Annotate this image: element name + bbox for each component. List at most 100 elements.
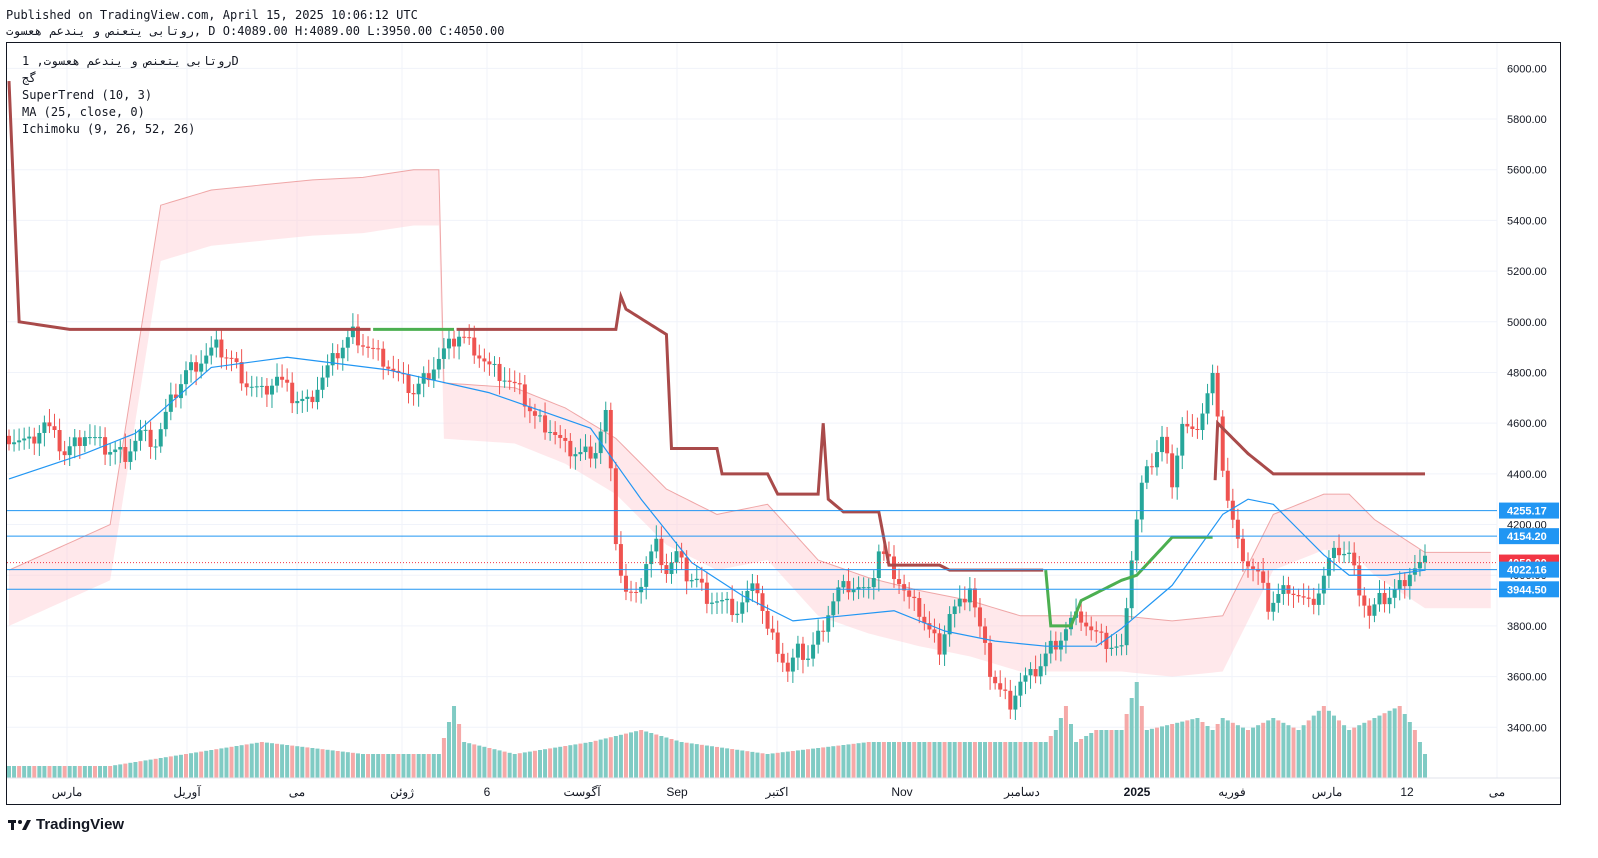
volume-bar	[517, 753, 522, 778]
volume-bar	[1423, 754, 1427, 778]
volume-bar	[1089, 733, 1094, 778]
chart-pane[interactable]: 3400.003600.003800.004000.004200.004400.…	[7, 43, 1560, 804]
candle-body	[861, 587, 866, 589]
candle-body	[1160, 436, 1165, 453]
volume-bar	[330, 750, 335, 778]
volume-bar	[168, 756, 173, 778]
price-axis[interactable]: 3400.003600.003800.004000.004200.004400.…	[1499, 63, 1559, 734]
volume-bar	[290, 745, 295, 778]
volume-bar	[416, 754, 421, 778]
candle-body	[98, 437, 103, 439]
volume-bar	[27, 766, 32, 778]
x-tick-label: فوریه	[1218, 785, 1246, 799]
candle-body	[113, 449, 118, 453]
candle-body	[1109, 647, 1114, 649]
candle-body	[897, 579, 902, 585]
volume-bar	[988, 742, 993, 778]
volume-bar	[846, 744, 851, 778]
legend-symbol[interactable]: روتابی یتعنص و یندعم هعسوت, 1D	[22, 54, 239, 68]
volume-bar	[588, 742, 593, 778]
volume-bar	[532, 750, 537, 778]
candle-body	[452, 338, 457, 347]
volume-bar	[917, 742, 922, 778]
candle-body	[907, 590, 912, 597]
volume-bar	[295, 746, 300, 778]
candle-body	[108, 452, 113, 455]
volume-bar	[335, 751, 340, 778]
candle-body	[391, 368, 396, 371]
candle-body	[1094, 630, 1099, 632]
volume-bar	[780, 752, 785, 778]
volume-bar	[1291, 727, 1296, 778]
candle-body	[1423, 555, 1427, 563]
candle-body	[972, 588, 977, 608]
horizontal-lines[interactable]	[7, 510, 1497, 590]
volume-bar	[927, 742, 932, 778]
volume-bar	[1392, 708, 1397, 778]
candle-body	[654, 538, 659, 552]
candle-body	[1311, 598, 1316, 605]
volume-bar	[1412, 730, 1417, 778]
candle-body	[902, 584, 907, 591]
candle-body	[1124, 608, 1129, 646]
volume-bar	[1240, 727, 1245, 778]
candle-body	[1023, 675, 1028, 682]
candle-body	[1003, 689, 1008, 691]
candle-body	[634, 591, 639, 593]
volume-bar	[1230, 722, 1235, 778]
volume-bar	[952, 742, 957, 778]
volume-bar	[811, 748, 816, 778]
candle-body	[1053, 640, 1058, 650]
candle-body	[603, 409, 608, 432]
volume-bar	[7, 766, 11, 778]
candle-body	[1316, 593, 1321, 605]
candle-body	[1225, 470, 1230, 501]
legend-ichimoku[interactable]: Ichimoku (9, 26, 52, 26)	[22, 122, 196, 136]
volume-bar	[1296, 730, 1301, 778]
chart-frame[interactable]: 3400.003600.003800.004000.004200.004400.…	[6, 42, 1561, 805]
volume-bar	[67, 766, 72, 778]
volume-bar	[654, 734, 659, 778]
candle-body	[204, 355, 209, 364]
candle-body	[163, 411, 168, 430]
legend-supertrend[interactable]: SuperTrend (10, 3)	[22, 88, 153, 102]
price-tag-bg	[1499, 502, 1559, 519]
time-axis[interactable]: مارس آوریل می ژوئن 6 آگوست Sep اکتبر Nov دسامبر 20…	[7, 777, 1560, 799]
volume-bar	[613, 736, 618, 778]
candle-body	[1048, 640, 1053, 654]
candle-body	[300, 398, 305, 402]
legend-ma[interactable]: MA (25, close, 0)	[22, 105, 145, 119]
candle-body	[310, 396, 315, 403]
candle-body	[912, 596, 917, 599]
candle-body	[1175, 455, 1180, 488]
volume-bar	[163, 757, 168, 778]
volume-bar	[1063, 706, 1068, 778]
candle-body	[320, 377, 325, 390]
candle-body	[988, 642, 993, 677]
candle-body	[189, 362, 194, 371]
volume-bar	[851, 743, 856, 778]
volume-bar	[998, 742, 1003, 778]
candle-body	[406, 374, 411, 394]
volume-bar	[244, 744, 249, 778]
volume-bar	[17, 766, 22, 778]
volume-bar	[972, 742, 977, 778]
volume-bar	[765, 754, 770, 778]
volume-bar	[760, 753, 765, 778]
candle-body	[305, 396, 310, 399]
volume-bar	[730, 749, 735, 778]
candle-body	[12, 442, 17, 445]
candle-body	[816, 630, 821, 645]
candle-body	[32, 436, 37, 444]
candle-body	[325, 365, 330, 378]
volume-bar	[1397, 706, 1402, 778]
candle-body	[184, 370, 188, 385]
volume-bar	[1023, 742, 1028, 778]
candle-body	[1301, 596, 1306, 598]
candle-body	[209, 347, 214, 356]
volume-bar	[1099, 730, 1104, 778]
candle-body	[993, 676, 998, 684]
volume-bar	[47, 766, 52, 778]
volume-bar	[699, 744, 704, 778]
volume-bar	[507, 752, 512, 778]
